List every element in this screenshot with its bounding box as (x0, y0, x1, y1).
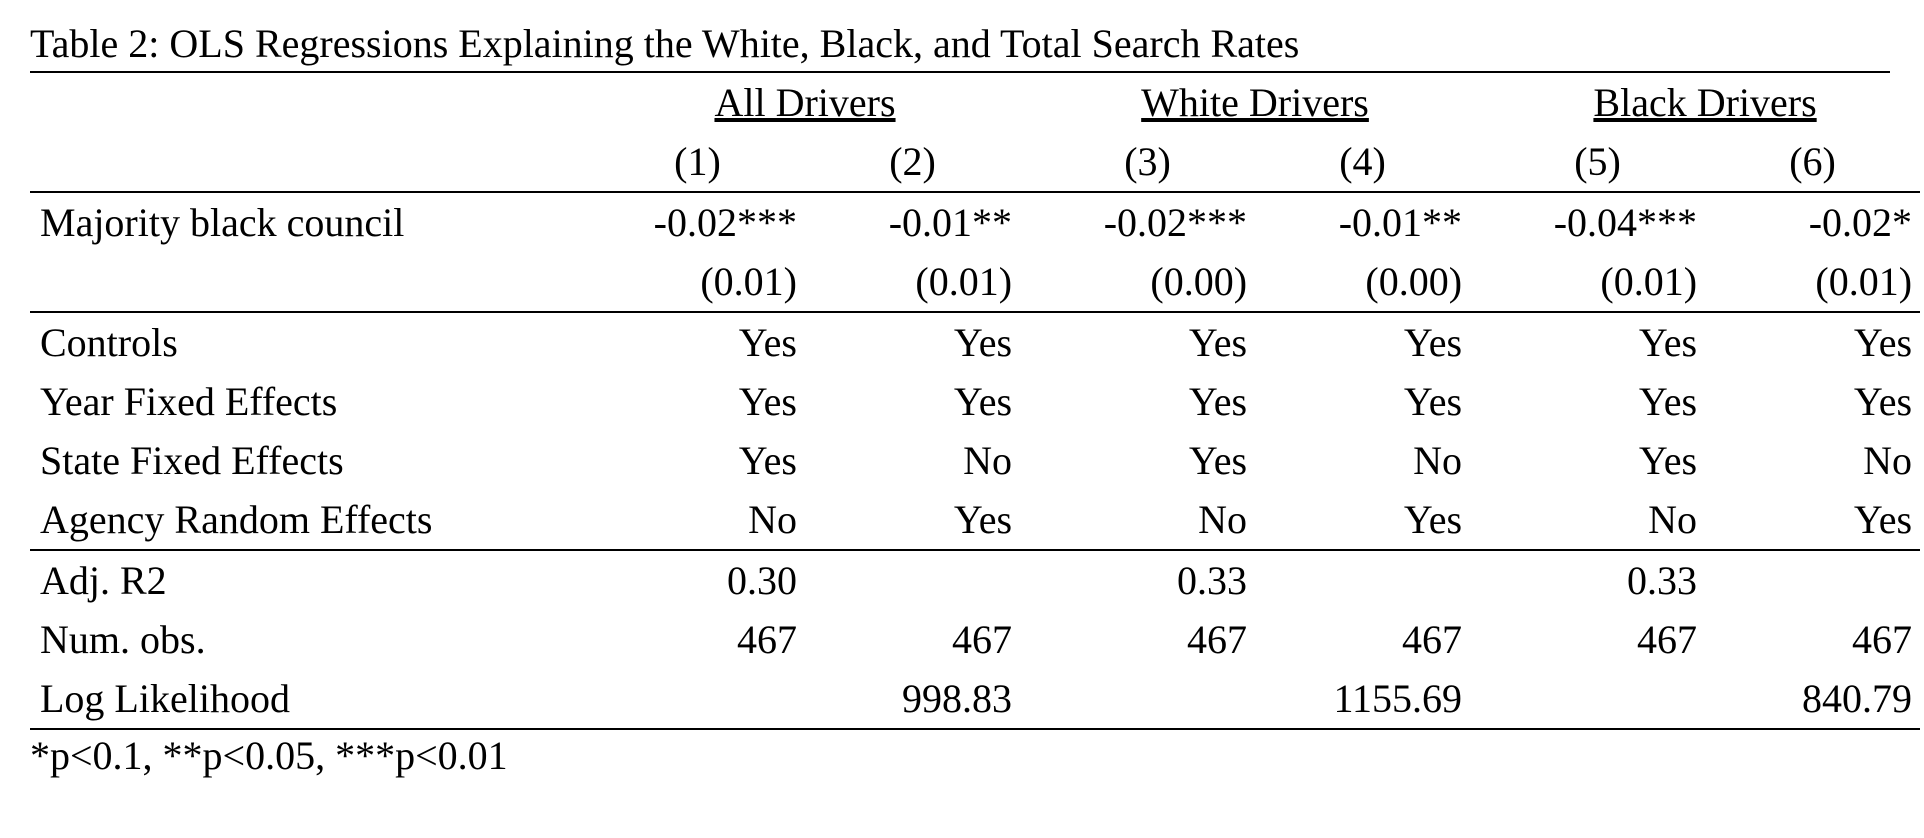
blank-cell (30, 73, 590, 132)
nobs-label: Num. obs. (30, 610, 590, 669)
coef-6: -0.02* (1705, 192, 1920, 252)
nobs-4: 467 (1255, 610, 1470, 669)
model-3: (3) (1040, 132, 1255, 192)
adj-r2-3: 0.33 (1040, 550, 1255, 610)
controls-row: Controls Yes Yes Yes Yes Yes Yes (30, 312, 1920, 372)
loglik-5 (1490, 669, 1705, 729)
agency-re-5: No (1490, 490, 1705, 550)
state-fe-5: Yes (1490, 431, 1705, 490)
se-3: (0.00) (1040, 252, 1255, 312)
nobs-3: 467 (1040, 610, 1255, 669)
controls-3: Yes (1040, 312, 1255, 372)
controls-2: Yes (805, 312, 1020, 372)
controls-6: Yes (1705, 312, 1920, 372)
loglik-1 (590, 669, 805, 729)
model-header-row: (1) (2) (3) (4) (5) (6) (30, 132, 1920, 192)
se-row: (0.01) (0.01) (0.00) (0.00) (0.01) (0.01… (30, 252, 1920, 312)
group-all-drivers: All Drivers (590, 73, 1020, 132)
se-5: (0.01) (1490, 252, 1705, 312)
year-fe-1: Yes (590, 372, 805, 431)
nobs-6: 467 (1705, 610, 1920, 669)
adj-r2-label: Adj. R2 (30, 550, 590, 610)
coef-4: -0.01** (1255, 192, 1470, 252)
coef-1: -0.02*** (590, 192, 805, 252)
agency-re-2: Yes (805, 490, 1020, 550)
year-fe-row: Year Fixed Effects Yes Yes Yes Yes Yes Y… (30, 372, 1920, 431)
regression-table: All Drivers White Drivers Black Drivers … (30, 73, 1920, 730)
state-fe-2: No (805, 431, 1020, 490)
nobs-5: 467 (1490, 610, 1705, 669)
coef-3: -0.02*** (1040, 192, 1255, 252)
year-fe-5: Yes (1490, 372, 1705, 431)
coef-label: Majority black council (30, 192, 590, 252)
controls-5: Yes (1490, 312, 1705, 372)
loglik-row: Log Likelihood 998.83 1155.69 840.79 (30, 669, 1920, 729)
year-fe-3: Yes (1040, 372, 1255, 431)
year-fe-6: Yes (1705, 372, 1920, 431)
adj-r2-4 (1255, 550, 1470, 610)
loglik-4: 1155.69 (1255, 669, 1470, 729)
adj-r2-row: Adj. R2 0.30 0.33 0.33 (30, 550, 1920, 610)
state-fe-3: Yes (1040, 431, 1255, 490)
model-4: (4) (1255, 132, 1470, 192)
se-2: (0.01) (805, 252, 1020, 312)
agency-re-4: Yes (1255, 490, 1470, 550)
year-fe-4: Yes (1255, 372, 1470, 431)
model-6: (6) (1705, 132, 1920, 192)
coef-row: Majority black council -0.02*** -0.01** … (30, 192, 1920, 252)
state-fe-6: No (1705, 431, 1920, 490)
model-5: (5) (1490, 132, 1705, 192)
agency-re-label: Agency Random Effects (30, 490, 590, 550)
loglik-3 (1040, 669, 1255, 729)
group-black-drivers: Black Drivers (1490, 73, 1920, 132)
loglik-2: 998.83 (805, 669, 1020, 729)
agency-re-row: Agency Random Effects No Yes No Yes No Y… (30, 490, 1920, 550)
year-fe-2: Yes (805, 372, 1020, 431)
controls-4: Yes (1255, 312, 1470, 372)
nobs-2: 467 (805, 610, 1020, 669)
loglik-label: Log Likelihood (30, 669, 590, 729)
coef-2: -0.01** (805, 192, 1020, 252)
year-fe-label: Year Fixed Effects (30, 372, 590, 431)
adj-r2-2 (805, 550, 1020, 610)
group-white-drivers: White Drivers (1040, 73, 1470, 132)
coef-5: -0.04*** (1490, 192, 1705, 252)
adj-r2-1: 0.30 (590, 550, 805, 610)
model-1: (1) (590, 132, 805, 192)
se-4: (0.00) (1255, 252, 1470, 312)
blank-cell (30, 132, 590, 192)
se-1: (0.01) (590, 252, 805, 312)
blank-cell (30, 252, 590, 312)
state-fe-4: No (1255, 431, 1470, 490)
table-title: Table 2: OLS Regressions Explaining the … (30, 20, 1890, 73)
nobs-1: 467 (590, 610, 805, 669)
agency-re-1: No (590, 490, 805, 550)
regression-table-container: Table 2: OLS Regressions Explaining the … (30, 20, 1890, 779)
adj-r2-6 (1705, 550, 1920, 610)
loglik-6: 840.79 (1705, 669, 1920, 729)
state-fe-label: State Fixed Effects (30, 431, 590, 490)
group-header-row: All Drivers White Drivers Black Drivers (30, 73, 1920, 132)
state-fe-1: Yes (590, 431, 805, 490)
controls-label: Controls (30, 312, 590, 372)
se-6: (0.01) (1705, 252, 1920, 312)
controls-1: Yes (590, 312, 805, 372)
agency-re-6: Yes (1705, 490, 1920, 550)
adj-r2-5: 0.33 (1490, 550, 1705, 610)
significance-footnote: *p<0.1, **p<0.05, ***p<0.01 (30, 730, 1890, 779)
agency-re-3: No (1040, 490, 1255, 550)
model-2: (2) (805, 132, 1020, 192)
state-fe-row: State Fixed Effects Yes No Yes No Yes No (30, 431, 1920, 490)
nobs-row: Num. obs. 467 467 467 467 467 467 (30, 610, 1920, 669)
